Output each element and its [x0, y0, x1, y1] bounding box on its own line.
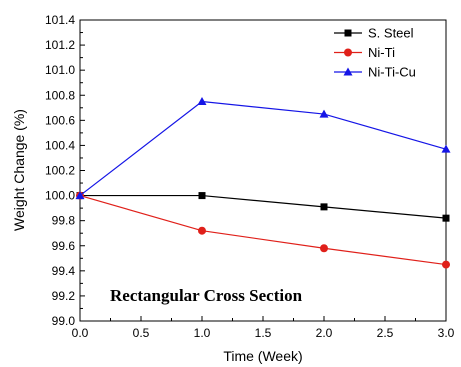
- x-tick-label: 3.0: [438, 326, 455, 340]
- x-tick-label: 1.0: [194, 326, 211, 340]
- y-axis-title: Weight Change (%): [11, 109, 27, 231]
- data-point-ni-ti-cu: [75, 191, 85, 200]
- series-s-steel: [76, 192, 450, 222]
- x-tick-label: 0.0: [72, 326, 89, 340]
- legend-label-ni-ti: Ni-Ti: [368, 45, 395, 60]
- x-tick-label: 2.5: [377, 326, 394, 340]
- y-tick-label: 101.2: [45, 38, 75, 52]
- series-ni-ti: [76, 191, 450, 269]
- x-tick-label: 2.0: [316, 326, 333, 340]
- y-tick-label: 100.8: [45, 88, 75, 102]
- y-tick-label: 100.2: [45, 164, 75, 178]
- x-axis-ticks: 0.0 0.5 1.0 1.5 2.0 2.5 3.0: [72, 316, 455, 340]
- data-point-ni-ti-cu: [441, 144, 451, 153]
- x-tick-label: 1.5: [255, 326, 272, 340]
- y-tick-label: 99.8: [52, 214, 76, 228]
- data-point-s-steel: [198, 192, 206, 200]
- data-point-ni-ti: [442, 260, 450, 269]
- data-point-s-steel: [442, 214, 450, 222]
- y-tick-label: 100.6: [45, 113, 75, 127]
- legend-label-ni-ti-cu: Ni-Ti-Cu: [368, 65, 416, 80]
- series-layer: [75, 97, 451, 269]
- series-ni-ti-cu: [75, 97, 451, 200]
- y-tick-label: 99.4: [52, 264, 76, 278]
- x-axis-title: Time (Week): [223, 348, 302, 364]
- y-tick-label: 100.4: [45, 138, 75, 152]
- legend: S. Steel Ni-Ti Ni-Ti-Cu: [334, 26, 416, 80]
- series-line-ni-ti-cu: [79, 100, 447, 197]
- data-point-ni-ti-cu: [197, 97, 207, 106]
- legend-label-s-steel: S. Steel: [368, 26, 414, 41]
- data-point-ni-ti-cu: [319, 109, 329, 118]
- x-tick-label: 0.5: [133, 326, 150, 340]
- data-point-ni-ti: [320, 244, 328, 253]
- series-line-ni-ti: [79, 195, 447, 266]
- y-tick-label: 100.0: [45, 189, 75, 203]
- y-tick-label: 99.6: [52, 239, 76, 253]
- data-point-s-steel: [320, 203, 328, 211]
- y-axis-ticks: 99.0 99.2 99.4 99.6 99.8 100.0 100.2 100.4 100.6…: [45, 13, 85, 328]
- legend-marker-s-steel: [344, 29, 352, 37]
- legend-marker-ni-ti: [344, 48, 352, 57]
- data-point-ni-ti: [198, 226, 206, 235]
- series-line-s-steel: [80, 194, 447, 219]
- plot-area-frame: [79, 19, 447, 322]
- annotation-label: Rectangular Cross Section: [110, 286, 303, 305]
- y-tick-label: 99.2: [52, 289, 76, 303]
- y-tick-label: 101.4: [45, 13, 75, 27]
- legend-marker-ni-ti-cu: [343, 67, 353, 76]
- y-tick-label: 101.0: [45, 63, 75, 77]
- y-tick-label: 99.0: [52, 314, 76, 328]
